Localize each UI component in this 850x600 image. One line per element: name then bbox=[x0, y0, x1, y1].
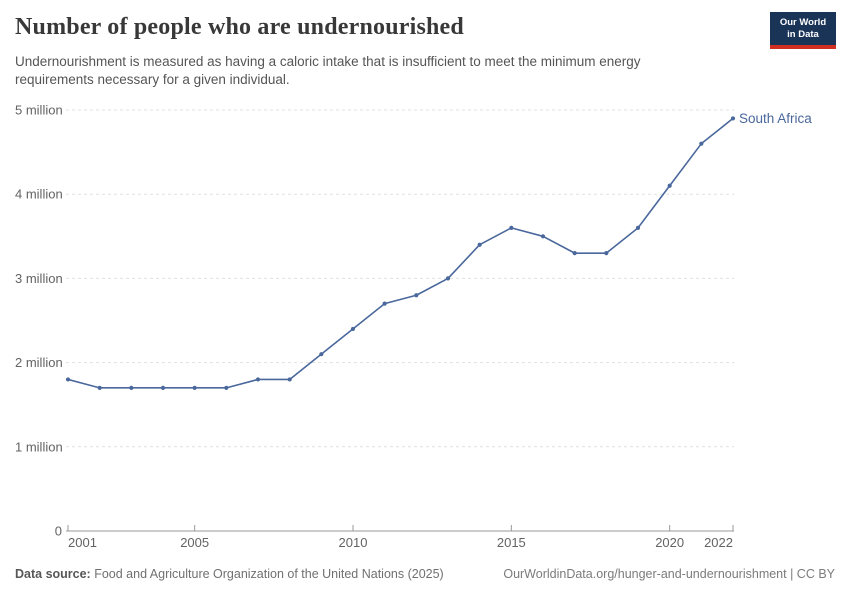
data-point-2007[interactable] bbox=[255, 377, 261, 382]
chart-footer: Data source: Food and Agriculture Organi… bbox=[15, 567, 835, 581]
x-axis-label: 2010 bbox=[339, 535, 368, 550]
data-point-2005[interactable] bbox=[192, 385, 197, 390]
y-axis-label: 1 million bbox=[15, 439, 63, 454]
owid-logo-line1: Our World bbox=[779, 16, 827, 28]
data-point-2002[interactable] bbox=[97, 385, 102, 390]
chart-title: Number of people who are undernourished bbox=[15, 14, 464, 40]
x-axis-label: 2005 bbox=[180, 535, 209, 550]
data-point-2014[interactable] bbox=[477, 242, 482, 247]
y-axis-label: 2 million bbox=[15, 355, 63, 370]
data-point-2010[interactable] bbox=[350, 326, 356, 332]
data-point-2008[interactable] bbox=[287, 377, 292, 382]
x-axis-label: 2020 bbox=[655, 535, 684, 550]
data-point-2017[interactable] bbox=[572, 251, 577, 256]
data-point-2011[interactable] bbox=[382, 301, 387, 306]
x-axis-label: 2015 bbox=[497, 535, 526, 550]
data-point-2016[interactable] bbox=[540, 234, 546, 239]
data-point-2001[interactable] bbox=[65, 377, 71, 382]
data-point-2009[interactable] bbox=[319, 352, 324, 357]
series-line-south-africa[interactable] bbox=[67, 117, 734, 389]
data-point-2006[interactable] bbox=[224, 385, 229, 390]
data-point-2018[interactable] bbox=[604, 251, 609, 256]
data-source-text: Food and Agriculture Organization of the… bbox=[90, 567, 444, 581]
data-point-2013[interactable] bbox=[445, 276, 451, 281]
y-axis-label: 5 million bbox=[15, 103, 63, 118]
data-source-label: Data source: bbox=[15, 567, 91, 581]
series-label-south-africa[interactable]: South Africa bbox=[739, 111, 812, 126]
footer-citation-link[interactable]: OurWorldinData.org/hunger-and-undernouri… bbox=[503, 567, 835, 581]
data-point-2021[interactable] bbox=[699, 141, 704, 146]
owid-logo-line2: in Data bbox=[787, 28, 819, 40]
y-axis-label: 4 million bbox=[15, 187, 63, 202]
chart-subtitle: Undernourishment is measured as having a… bbox=[15, 54, 641, 87]
data-point-2022[interactable] bbox=[730, 116, 736, 121]
data-source[interactable]: Data source: Food and Agriculture Organi… bbox=[15, 567, 444, 581]
data-point-2004[interactable] bbox=[160, 385, 166, 390]
y-axis-label: 3 million bbox=[15, 271, 63, 286]
data-point-2012[interactable] bbox=[414, 293, 419, 298]
y-axis-label-0: 0 bbox=[55, 524, 62, 539]
data-point-2003[interactable] bbox=[129, 385, 134, 390]
owid-logo[interactable]: Our World in Data bbox=[770, 12, 836, 49]
data-point-2020[interactable] bbox=[667, 183, 672, 188]
data-point-2019[interactable] bbox=[635, 225, 641, 230]
x-axis-label: 2001 bbox=[68, 535, 97, 550]
x-axis-label: 2022 bbox=[704, 535, 733, 550]
data-point-2015[interactable] bbox=[509, 225, 514, 230]
